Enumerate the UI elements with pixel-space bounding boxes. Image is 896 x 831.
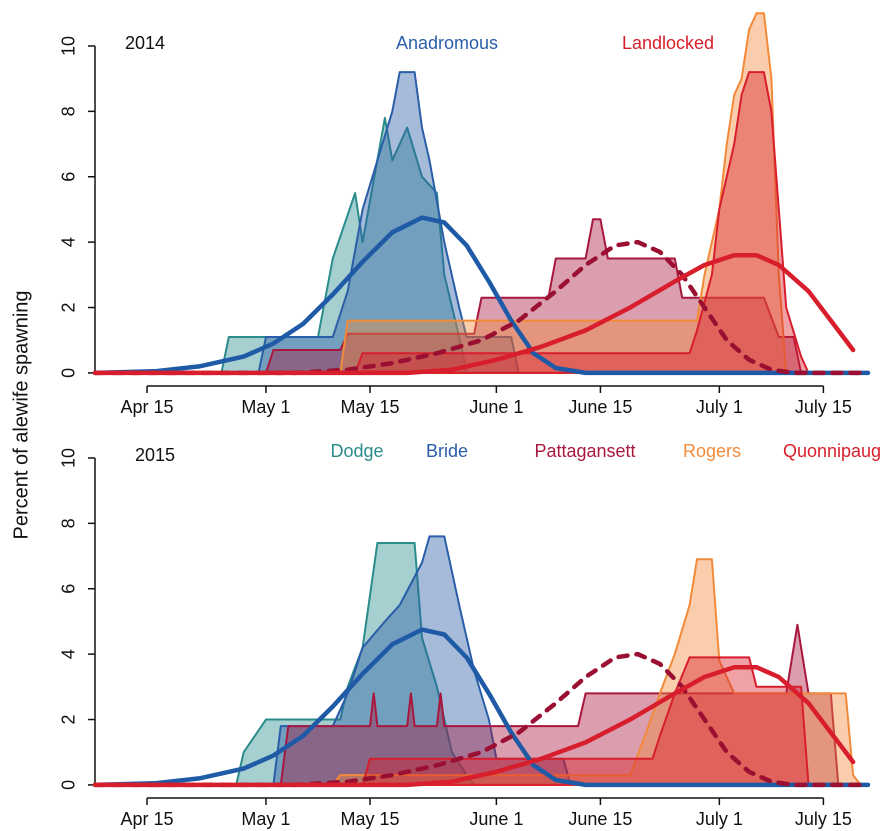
area — [361, 656, 810, 786]
area — [354, 71, 810, 374]
annotation: Anadromous — [396, 33, 498, 53]
y-tick-label: 6 — [59, 172, 79, 182]
legend-entry: Pattagansett — [534, 441, 635, 461]
legend-entry: Rogers — [683, 441, 741, 461]
fit-curve — [92, 215, 871, 376]
annotation: Landlocked — [622, 33, 714, 53]
area — [265, 218, 803, 374]
y-tick-label: 6 — [59, 584, 79, 594]
area — [220, 116, 468, 374]
y-tick-label: 2 — [59, 303, 79, 313]
panel-title: 2014 — [125, 33, 165, 53]
legend-entry: Dodge — [330, 441, 383, 461]
x-tick-label: May 1 — [241, 809, 290, 829]
x-tick-label: June 15 — [568, 397, 632, 417]
x-tick-label: Apr 15 — [121, 809, 174, 829]
y-tick-label: 0 — [59, 780, 79, 790]
x-tick-label: June 1 — [469, 397, 523, 417]
y-tick-label: 4 — [59, 237, 79, 247]
x-tick-label: Apr 15 — [121, 397, 174, 417]
y-tick-label: 4 — [59, 649, 79, 659]
fit-curve — [92, 239, 871, 376]
x-tick-label: May 1 — [241, 397, 290, 417]
area — [339, 12, 788, 374]
y-tick-label: 0 — [59, 368, 79, 378]
fit-curve — [92, 252, 856, 376]
x-tick-label: June 1 — [469, 809, 523, 829]
y-tick-label: 8 — [59, 106, 79, 116]
y-tick-label: 2 — [59, 715, 79, 725]
area — [331, 558, 862, 786]
x-tick-label: May 15 — [340, 809, 399, 829]
y-axis-label: Percent of alewife spawning — [10, 290, 32, 539]
panel-title: 2015 — [135, 445, 175, 465]
legend-entry: Quonnipaug — [783, 441, 881, 461]
y-tick-label: 10 — [59, 36, 79, 56]
legend-entry: Bride — [426, 441, 468, 461]
y-tick-label: 8 — [59, 518, 79, 528]
x-tick-label: July 15 — [795, 397, 852, 417]
x-tick-label: June 15 — [568, 809, 632, 829]
x-tick-label: July 15 — [795, 809, 852, 829]
x-tick-label: May 15 — [340, 397, 399, 417]
area — [257, 71, 520, 374]
fit-curve — [92, 627, 871, 788]
x-tick-label: July 1 — [696, 809, 743, 829]
fit-curve — [92, 664, 856, 788]
fit-curve — [92, 651, 871, 788]
y-tick-label: 10 — [59, 448, 79, 468]
x-tick-label: July 1 — [696, 397, 743, 417]
